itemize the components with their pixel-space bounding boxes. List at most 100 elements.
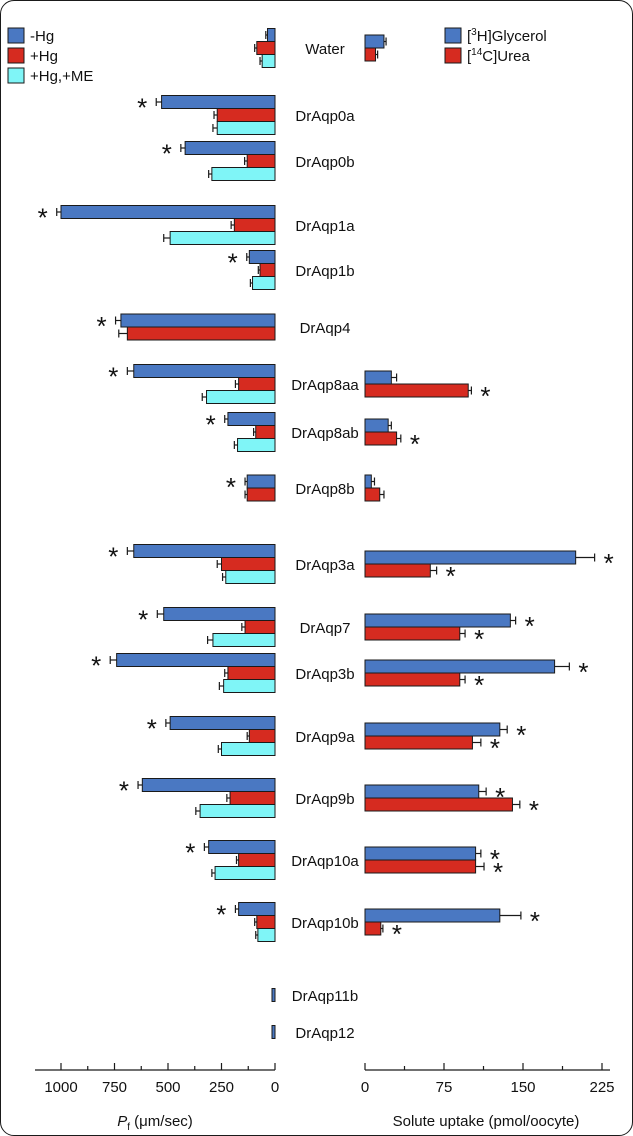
asterisk-uptake-DrAqp3a-series-0: * — [604, 548, 614, 578]
bar-uptake-DrAqp8aa-series-1 — [364, 383, 469, 398]
category-label-DrAqp8b: DrAqp8b — [295, 481, 354, 498]
bar-uptake-DrAqp3b-series-1 — [364, 672, 461, 687]
legend-pre-1: [ — [467, 48, 472, 65]
bar-uptake-DrAqp9a-series-1 — [364, 735, 473, 750]
axis-uptake-ticklabel-150: 150 — [510, 1079, 535, 1096]
bar-pf-DrAqp1a-series-0 — [60, 205, 276, 219]
legend-swatch-pf-0 — [7, 27, 25, 44]
category-label-DrAqp3a: DrAqp3a — [295, 557, 355, 574]
bar-pf-DrAqp1b-series-0 — [248, 250, 276, 264]
bar-pf-DrAqp10b-series-0 — [238, 902, 276, 916]
bar-pf-DrAqp0b-series-2 — [211, 167, 276, 181]
asterisk-pf-DrAqp9a: * — [147, 714, 157, 744]
bar-pf-DrAqp9a-series-0 — [169, 716, 276, 730]
axis-uptake-ticklabel-75: 75 — [436, 1079, 453, 1096]
asterisk-uptake-DrAqp10b-series-1: * — [392, 919, 402, 949]
asterisk-pf-DrAqp3b: * — [91, 651, 101, 681]
bar-uptake-DrAqp3a-series-0 — [364, 550, 577, 565]
bar-pf-DrAqp3a-series-2 — [225, 570, 276, 584]
axis-pf-ticklabel-0: 0 — [271, 1079, 279, 1096]
bar-pf-DrAqp4-series-1 — [126, 326, 276, 341]
asterisk-pf-DrAqp8ab: * — [206, 410, 216, 440]
legend-sup-1: 14 — [471, 47, 483, 58]
axis-pf-title-unit: (μm/sec) — [130, 1113, 193, 1130]
legend-pre-0: [ — [467, 28, 472, 45]
bar-pf-DrAqp8ab-series-2 — [237, 438, 276, 452]
bar-pf-DrAqp3a-series-1 — [221, 557, 276, 571]
bar-uptake-DrAqp10b-series-1 — [364, 921, 382, 936]
category-label-DrAqp9b: DrAqp9b — [295, 791, 354, 808]
bar-pf-DrAqp12-series-0 — [271, 1025, 276, 1039]
legend-post-1: C]Urea — [482, 48, 530, 65]
asterisk-pf-DrAqp3a: * — [108, 542, 118, 572]
category-label-DrAqp4: DrAqp4 — [300, 320, 351, 337]
bar-uptake-DrAqp7-series-0 — [364, 613, 511, 628]
asterisk-uptake-DrAqp10a-series-0: * — [490, 844, 500, 874]
axis-pf-ticklabel-750: 750 — [102, 1079, 127, 1096]
asterisk-pf-DrAqp7: * — [138, 605, 148, 635]
axis-uptake-ticklabel-0: 0 — [361, 1079, 369, 1096]
bar-uptake-DrAqp10a-series-0 — [364, 846, 477, 861]
axis-pf-ticklabel-1000: 1000 — [44, 1079, 77, 1096]
asterisk-uptake-DrAqp9b-series-0: * — [495, 782, 505, 812]
category-label-DrAqp0b: DrAqp0b — [295, 154, 354, 171]
asterisk-pf-DrAqp10a: * — [185, 838, 195, 868]
asterisk-pf-DrAqp9b: * — [119, 776, 129, 806]
bar-pf-DrAqp8b-series-0 — [246, 474, 276, 489]
asterisk-pf-DrAqp8aa: * — [108, 362, 118, 392]
bar-pf-DrAqp10b-series-1 — [256, 915, 276, 929]
bar-pf-DrAqp10b-series-2 — [257, 928, 276, 942]
category-label-DrAqp12: DrAqp12 — [295, 1025, 354, 1042]
bar-uptake-DrAqp8aa-series-0 — [364, 370, 392, 385]
bar-pf-DrAqp8aa-series-1 — [238, 377, 276, 391]
asterisk-pf-DrAqp4: * — [96, 311, 106, 341]
axis-pf-title: Pf (μm/sec) — [117, 1113, 193, 1133]
bar-pf-DrAqp8aa-series-2 — [206, 390, 276, 404]
axis-uptake-title: Solute uptake (pmol/oocyte) — [393, 1113, 580, 1130]
bar-pf-DrAqp9b-series-0 — [141, 778, 276, 792]
legend-swatch-uptake-0 — [444, 27, 462, 44]
axis-pf-ticklabel-250: 250 — [209, 1079, 234, 1096]
category-label-DrAqp8ab: DrAqp8ab — [291, 425, 359, 442]
bar-uptake-DrAqp8ab-series-1 — [364, 431, 398, 446]
asterisk-uptake-DrAqp7-series-0: * — [525, 611, 535, 641]
bar-pf-DrAqp8ab-series-1 — [255, 425, 276, 439]
asterisk-uptake-DrAqp9a-series-1: * — [490, 733, 500, 763]
bar-pf-DrAqp1b-series-2 — [252, 276, 276, 290]
asterisk-uptake-DrAqp3a-series-1: * — [446, 561, 456, 591]
bar-pf-DrAqp9a-series-1 — [248, 729, 276, 743]
legend-label-pf-2: +Hg,+ME — [30, 68, 93, 85]
bar-pf-DrAqp10a-series-2 — [214, 866, 276, 880]
legend-label-pf-1: +Hg — [30, 48, 58, 65]
bar-pf-DrAqp9a-series-2 — [221, 742, 276, 756]
bar-pf-DrAqp0b-series-1 — [246, 154, 276, 168]
bar-pf-DrAqp8aa-series-0 — [133, 364, 276, 378]
bar-pf-DrAqp7-series-1 — [244, 620, 276, 634]
category-label-DrAqp9a: DrAqp9a — [295, 729, 355, 746]
asterisk-uptake-DrAqp3b-series-1: * — [474, 670, 484, 700]
category-label-DrAqp10b: DrAqp10b — [291, 915, 359, 932]
asterisk-uptake-DrAqp8aa-series-1: * — [480, 381, 490, 411]
bar-uptake-DrAqp9b-series-1 — [364, 797, 513, 812]
legend-post-0: H]Glycerol — [477, 28, 547, 45]
bar-pf-DrAqp1b-series-1 — [259, 263, 276, 277]
bar-uptake-DrAqp8ab-series-0 — [364, 418, 389, 433]
category-label-DrAqp0a: DrAqp0a — [295, 108, 355, 125]
bar-pf-DrAqp3b-series-0 — [116, 653, 276, 667]
bar-uptake-DrAqp3b-series-0 — [364, 659, 556, 674]
bar-pf-DrAqp1a-series-2 — [169, 231, 276, 245]
bar-pf-DrAqp0a-series-0 — [161, 95, 276, 109]
category-label-DrAqp7: DrAqp7 — [300, 620, 351, 637]
bar-pf-DrAqp10a-series-0 — [208, 840, 276, 854]
category-label-Water: Water — [305, 41, 344, 58]
bar-pf-DrAqp1a-series-1 — [233, 218, 276, 232]
bar-pf-DrAqp11b-series-0 — [271, 988, 276, 1002]
bar-uptake-DrAqp9a-series-0 — [364, 722, 501, 737]
asterisk-uptake-DrAqp7-series-1: * — [474, 624, 484, 654]
bar-uptake-Water-series-1 — [364, 47, 377, 62]
bar-uptake-DrAqp9b-series-0 — [364, 784, 480, 799]
legend-label-uptake-1: [14C]Urea — [467, 47, 530, 65]
bar-pf-DrAqp0a-series-1 — [216, 108, 276, 122]
